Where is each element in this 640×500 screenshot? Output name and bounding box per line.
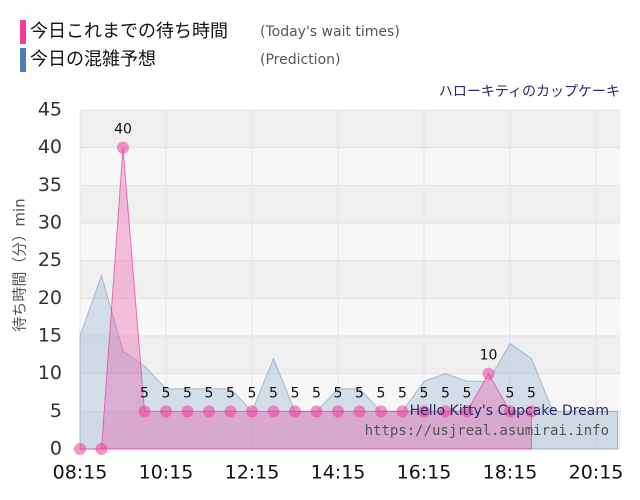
x-tick-label: 12:15: [225, 462, 280, 484]
value-label: 5: [205, 385, 214, 401]
legend-label: 今日の混雑予想: [30, 49, 156, 70]
point: [396, 405, 409, 418]
point: [439, 405, 452, 418]
watermark: https://usjreal.asumirai.info: [365, 423, 609, 439]
point: [95, 443, 108, 455]
y-tick-label: 0: [50, 438, 62, 460]
y-axis-label: 待ち時間（分）min: [11, 198, 29, 331]
x-tick-label: 10:15: [139, 462, 194, 484]
point: [138, 405, 151, 418]
plot-band: [80, 223, 621, 261]
value-label: 5: [420, 385, 429, 401]
value-label: 5: [463, 385, 472, 401]
y-tick-label: 25: [38, 249, 62, 271]
plot-band: [80, 147, 621, 186]
y-tick-label: 40: [38, 136, 62, 158]
area: [79, 274, 618, 450]
point: [332, 405, 344, 418]
value-label: 5: [248, 385, 257, 401]
y-tick-label: 30: [38, 212, 62, 234]
value-label: 10: [480, 348, 498, 364]
point: [160, 405, 172, 418]
point: [525, 405, 538, 418]
x-tick-label: 20:15: [569, 462, 624, 484]
value-label: 5: [291, 385, 300, 401]
value-label: 5: [226, 385, 235, 401]
y-tick-label: 5: [50, 400, 62, 422]
point: [224, 405, 237, 418]
value-label: 5: [527, 385, 536, 401]
value-label: 5: [140, 385, 149, 401]
point: [353, 405, 366, 418]
value-label: 5: [398, 385, 407, 401]
point: [310, 405, 323, 418]
point: [203, 405, 215, 418]
legend-swatch: [20, 48, 26, 72]
legend-note: (Today's wait times): [260, 24, 400, 40]
point: [482, 367, 495, 380]
y-tick-label: 20: [38, 287, 62, 309]
value-label: 5: [441, 385, 450, 401]
y-tick-label: 10: [38, 362, 62, 384]
y-tick-label: 15: [38, 325, 62, 347]
point: [289, 405, 301, 418]
value-label: 5: [162, 385, 171, 401]
point: [267, 405, 280, 418]
value-label: 5: [377, 385, 386, 401]
value-label: 5: [183, 385, 192, 401]
plot-band: [80, 373, 621, 412]
point: [375, 405, 387, 418]
chart-subtitle: ハローキティのカップケーキ: [439, 84, 620, 100]
x-tick-label: 18:15: [483, 462, 538, 484]
point: [181, 405, 194, 418]
point: [504, 405, 516, 418]
point: [418, 405, 430, 418]
point: [74, 443, 86, 455]
watermark: Hello Kitty's Cupcake Dream: [410, 403, 609, 419]
legend-note: (Prediction): [260, 52, 340, 68]
point: [246, 405, 258, 418]
legend-label: 今日これまでの待ち時間: [30, 21, 228, 42]
plot-band: [80, 411, 621, 449]
y-tick-label: 35: [38, 174, 62, 196]
x-tick-label: 16:15: [397, 462, 452, 484]
x-tick-label: 14:15: [311, 462, 366, 484]
value-label: 5: [506, 385, 515, 401]
legend-swatch: [20, 20, 26, 44]
plot-band: [80, 185, 621, 223]
plot-band: [80, 260, 621, 299]
plot-band: [80, 110, 621, 148]
value-label: 5: [355, 385, 364, 401]
value-label: 40: [114, 122, 132, 138]
plot-band: [80, 298, 621, 336]
value-label: 5: [312, 385, 321, 401]
point: [461, 405, 473, 418]
point: [117, 141, 129, 154]
x-tick-label: 08:15: [53, 462, 108, 484]
plot-band: [80, 336, 621, 374]
value-label: 5: [334, 385, 343, 401]
value-label: 5: [269, 385, 278, 401]
y-tick-label: 45: [38, 99, 62, 121]
